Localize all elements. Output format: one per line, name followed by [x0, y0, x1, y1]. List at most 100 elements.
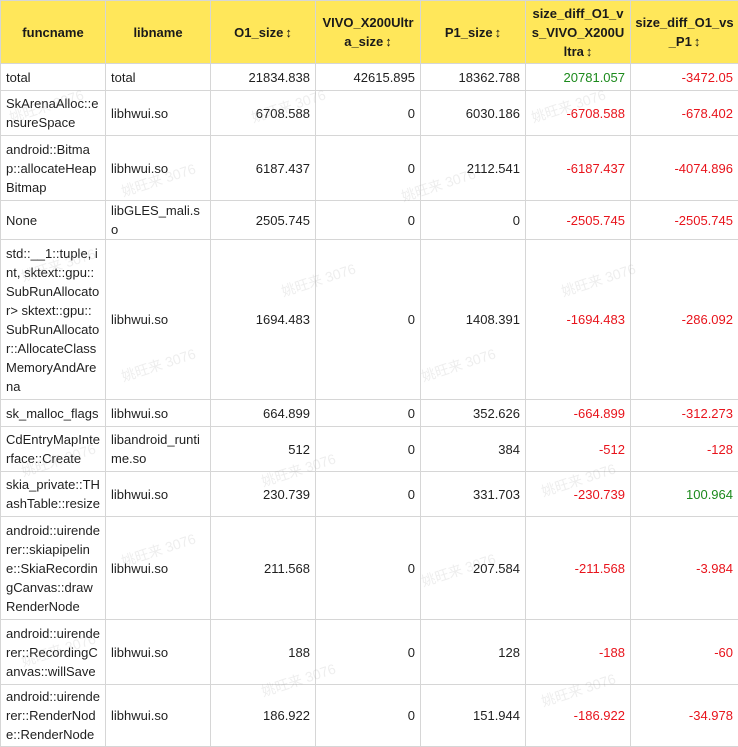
table-row: std::__1::tuple, int, sktext::gpu::SubRu… [1, 240, 738, 400]
o1-size-cell: 188 [211, 620, 316, 685]
p1-size-cell: 1408.391 [421, 240, 526, 400]
p1-size-cell: 207.584 [421, 517, 526, 620]
libname-cell: libGLES_mali.so [106, 201, 211, 240]
column-header-size-diff-o1-vs-vivo[interactable]: size_diff_O1_vs_VIVO_X200Ultra↕ [526, 1, 631, 64]
p1-size-cell: 384 [421, 427, 526, 472]
vivo-size-cell: 0 [316, 240, 421, 400]
sort-arrows-icon[interactable]: ↕ [495, 25, 502, 40]
o1-size-cell: 186.922 [211, 685, 316, 747]
sort-arrows-icon[interactable]: ↕ [586, 44, 593, 59]
diff-vivo-cell: -6708.588 [526, 91, 631, 136]
vivo-size-cell: 0 [316, 517, 421, 620]
o1-size-cell: 2505.745 [211, 201, 316, 240]
funcname-cell: android::uirenderer::RecordingCanvas::wi… [1, 620, 106, 685]
funcname-cell: total [1, 64, 106, 91]
p1-size-cell: 128 [421, 620, 526, 685]
diff-p1-cell: -34.978 [631, 685, 738, 747]
diff-p1-cell: -3.984 [631, 517, 738, 620]
vivo-size-cell: 0 [316, 91, 421, 136]
funcname-cell: None [1, 201, 106, 240]
p1-size-cell: 151.944 [421, 685, 526, 747]
libname-cell: libhwui.so [106, 517, 211, 620]
p1-size-cell: 331.703 [421, 472, 526, 517]
diff-p1-cell: -3472.05 [631, 64, 738, 91]
diff-vivo-cell: -1694.483 [526, 240, 631, 400]
o1-size-cell: 6708.588 [211, 91, 316, 136]
o1-size-cell: 211.568 [211, 517, 316, 620]
o1-size-cell: 512 [211, 427, 316, 472]
p1-size-cell: 18362.788 [421, 64, 526, 91]
column-header-o1-size[interactable]: O1_size↕ [211, 1, 316, 64]
column-header-label: funcname [22, 25, 83, 40]
sort-arrows-icon[interactable]: ↕ [285, 25, 292, 40]
p1-size-cell: 352.626 [421, 400, 526, 427]
o1-size-cell: 6187.437 [211, 136, 316, 201]
column-header-label: P1_size [445, 25, 493, 40]
diff-vivo-cell: 20781.057 [526, 64, 631, 91]
funcname-cell: std::__1::tuple, int, sktext::gpu::SubRu… [1, 240, 106, 400]
o1-size-cell: 1694.483 [211, 240, 316, 400]
p1-size-cell: 2112.541 [421, 136, 526, 201]
libname-cell: libandroid_runtime.so [106, 427, 211, 472]
vivo-size-cell: 0 [316, 136, 421, 201]
diff-vivo-cell: -211.568 [526, 517, 631, 620]
diff-vivo-cell: -230.739 [526, 472, 631, 517]
column-header-label: O1_size [234, 25, 283, 40]
o1-size-cell: 664.899 [211, 400, 316, 427]
o1-size-cell: 230.739 [211, 472, 316, 517]
libname-cell: libhwui.so [106, 685, 211, 747]
libname-cell: libhwui.so [106, 91, 211, 136]
sort-arrows-icon[interactable]: ↕ [694, 34, 701, 49]
diff-p1-cell: -60 [631, 620, 738, 685]
libname-cell: total [106, 64, 211, 91]
diff-vivo-cell: -2505.745 [526, 201, 631, 240]
vivo-size-cell: 0 [316, 400, 421, 427]
funcname-cell: CdEntryMapInterface::Create [1, 427, 106, 472]
funcname-cell: android::uirenderer::skiapipeline::SkiaR… [1, 517, 106, 620]
funcname-cell: skia_private::THashTable::resize [1, 472, 106, 517]
p1-size-cell: 0 [421, 201, 526, 240]
column-header-label: size_diff_O1_vs_VIVO_X200Ultra [532, 6, 625, 59]
column-header-label: libname [133, 25, 182, 40]
vivo-size-cell: 42615.895 [316, 64, 421, 91]
column-header-size-diff-o1-vs-p1[interactable]: size_diff_O1_vs_P1↕ [631, 1, 738, 64]
column-header-funcname: funcname [1, 1, 106, 64]
funcname-cell: sk_malloc_flags [1, 400, 106, 427]
o1-size-cell: 21834.838 [211, 64, 316, 91]
diff-p1-cell: -286.092 [631, 240, 738, 400]
column-header-label: VIVO_X200Ultra_size [322, 15, 413, 49]
diff-p1-cell: -2505.745 [631, 201, 738, 240]
funcname-cell: android::Bitmap::allocateHeapBitmap [1, 136, 106, 201]
vivo-size-cell: 0 [316, 201, 421, 240]
diff-vivo-cell: -186.922 [526, 685, 631, 747]
diff-p1-cell: 100.964 [631, 472, 738, 517]
libname-cell: libhwui.so [106, 400, 211, 427]
vivo-size-cell: 0 [316, 620, 421, 685]
diff-vivo-cell: -188 [526, 620, 631, 685]
diff-vivo-cell: -512 [526, 427, 631, 472]
libname-cell: libhwui.so [106, 472, 211, 517]
diff-vivo-cell: -664.899 [526, 400, 631, 427]
vivo-size-cell: 0 [316, 472, 421, 517]
vivo-size-cell: 0 [316, 427, 421, 472]
libname-cell: libhwui.so [106, 620, 211, 685]
diff-p1-cell: -678.402 [631, 91, 738, 136]
diff-vivo-cell: -6187.437 [526, 136, 631, 201]
column-header-p1-size[interactable]: P1_size↕ [421, 1, 526, 64]
column-header-vivo-x200ultra-size[interactable]: VIVO_X200Ultra_size↕ [316, 1, 421, 64]
diff-p1-cell: -128 [631, 427, 738, 472]
table-row: android::uirenderer::skiapipeline::SkiaR… [1, 517, 738, 620]
sort-arrows-icon[interactable]: ↕ [385, 34, 392, 49]
column-header-libname: libname [106, 1, 211, 64]
